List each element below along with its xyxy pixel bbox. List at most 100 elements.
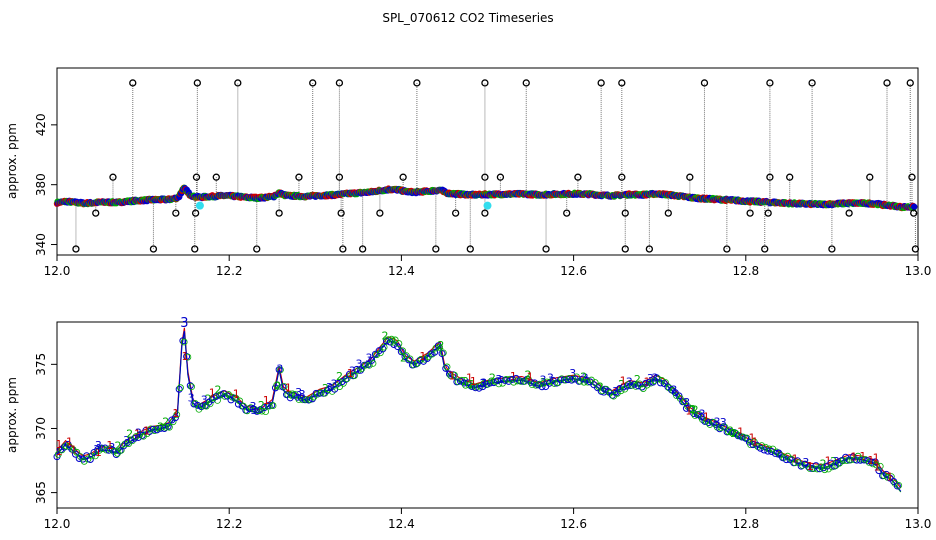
bottom-circle-point — [334, 379, 342, 387]
bottom-circle-point — [153, 426, 161, 434]
bottom-circle-point — [432, 344, 440, 352]
bottom-circle-point — [516, 377, 524, 385]
bottom-circle-point — [269, 402, 277, 409]
top-spike-point — [645, 245, 654, 253]
bottom-circle-point — [376, 349, 384, 357]
bottom-circle-point — [316, 389, 324, 397]
top-spike-point — [432, 245, 440, 253]
bottom-circle-point — [351, 372, 358, 379]
bottom-circle-point — [149, 425, 157, 433]
bottom-number-label: 2 — [820, 458, 827, 471]
top-spike-point — [621, 245, 629, 253]
bottom-peak-label: 3 — [180, 316, 188, 331]
top-spike-point — [664, 209, 672, 217]
bottom-circle-point — [501, 376, 509, 384]
bottom-number-label: 3 — [295, 386, 302, 399]
bottom-number-label: 1 — [95, 446, 102, 459]
bottom-circle-point — [394, 343, 402, 351]
bottom-circle-point — [538, 383, 546, 391]
bottom-circle-point — [775, 449, 783, 457]
bottom-circle-point — [873, 461, 880, 469]
top-x-tick-label: 13.0 — [905, 264, 932, 278]
bottom-circle-point — [445, 370, 453, 378]
bottom-circle-point — [199, 402, 207, 410]
bottom-circle-point — [216, 391, 224, 399]
bottom-number-label: 3 — [495, 373, 502, 386]
bottom-circle-point — [568, 376, 576, 384]
bottom-circle-point — [177, 384, 184, 392]
top-spike-point — [451, 209, 460, 217]
top-spike-point — [621, 209, 629, 217]
bottom-circle-point — [288, 391, 295, 399]
bottom-x-tick-label: 12.6 — [560, 517, 587, 531]
top-spike-point — [786, 173, 794, 181]
bottom-circle-point — [434, 342, 442, 350]
bottom-number-label: 3 — [250, 400, 257, 413]
bottom-x-tick-label: 12.8 — [732, 517, 759, 531]
bottom-circle-point — [194, 401, 202, 409]
bottom-x-tick-label: 12.0 — [44, 517, 71, 531]
top-spike-point — [191, 245, 199, 253]
bottom-circle-point — [375, 347, 383, 355]
bottom-circle-point — [550, 380, 558, 387]
bottom-number-label: 3 — [331, 378, 338, 391]
top-spike-point — [295, 173, 303, 181]
bottom-circle-point — [405, 356, 413, 364]
bottom-circle-point — [277, 366, 284, 374]
bottom-circle-point — [710, 419, 717, 426]
top-panel: 12.0 12.2 12.4 12.6 12.8 13.0 340 380 420 appro… — [5, 67, 932, 278]
bottom-circle-point — [534, 381, 542, 389]
bottom-number-label: 3 — [540, 374, 547, 387]
bottom-y-tick-label: 365 — [34, 481, 48, 504]
bottom-y-tick-label: 375 — [34, 353, 48, 376]
bottom-circle-point — [457, 377, 465, 385]
top-spike-point — [746, 209, 754, 217]
top-spike-point — [481, 173, 489, 181]
top-spike-point — [597, 79, 605, 87]
bottom-circle-point — [379, 345, 387, 353]
top-outlier-point — [483, 201, 492, 210]
top-spike-point — [149, 245, 158, 253]
top-spike-point — [72, 245, 80, 253]
bottom-circle-point — [127, 436, 135, 444]
top-spike-point — [845, 209, 853, 217]
bottom-number-label: 2 — [162, 415, 169, 428]
bottom-circle-point — [832, 462, 840, 470]
bottom-number-label: 1 — [347, 367, 354, 380]
bottom-circle-point — [105, 446, 113, 454]
top-x-tick-label: 12.0 — [44, 264, 71, 278]
top-spike-point — [92, 209, 100, 217]
bottom-circle-point — [690, 410, 698, 418]
bottom-number-label: 3 — [251, 404, 258, 417]
bottom-number-label: 2 — [580, 370, 587, 383]
bottom-circle-point — [893, 482, 901, 490]
bottom-circle-point — [369, 359, 377, 367]
bottom-x-axis: 12.0 12.2 12.4 12.6 12.8 13.0 — [44, 508, 931, 531]
bottom-number-label: 3 — [95, 439, 102, 452]
bottom-circle-point — [727, 428, 735, 436]
bottom-circle-point — [431, 348, 439, 356]
bottom-plot-frame — [56, 321, 919, 509]
bottom-circle-point — [91, 452, 99, 460]
top-spike-point — [376, 209, 384, 217]
bottom-circle-point — [451, 371, 458, 379]
bottom-number-label: 2 — [437, 339, 444, 352]
bottom-number-label: 2 — [381, 329, 388, 342]
bottom-circle-point — [439, 349, 447, 357]
bottom-circle-point — [186, 382, 194, 390]
bottom-y-axis: 365 370 375 — [34, 353, 57, 504]
bottom-number-label: 3 — [365, 352, 372, 365]
bottom-circle-point — [353, 365, 361, 373]
bottom-number-label: 1 — [886, 470, 893, 483]
bottom-number-label: 2 — [540, 376, 547, 389]
bottom-number-label: 2 — [336, 370, 343, 383]
bottom-circle-point — [705, 419, 713, 427]
top-plot-frame — [56, 67, 919, 256]
bottom-number-label: 1 — [859, 450, 866, 463]
bottom-number-label: 3 — [356, 357, 363, 370]
top-data-marks — [53, 79, 920, 253]
bottom-number-label: 1 — [143, 424, 150, 437]
top-spike-point — [618, 79, 626, 87]
bottom-number-label: 1 — [70, 443, 77, 456]
bottom-number-label: 1 — [643, 376, 650, 389]
